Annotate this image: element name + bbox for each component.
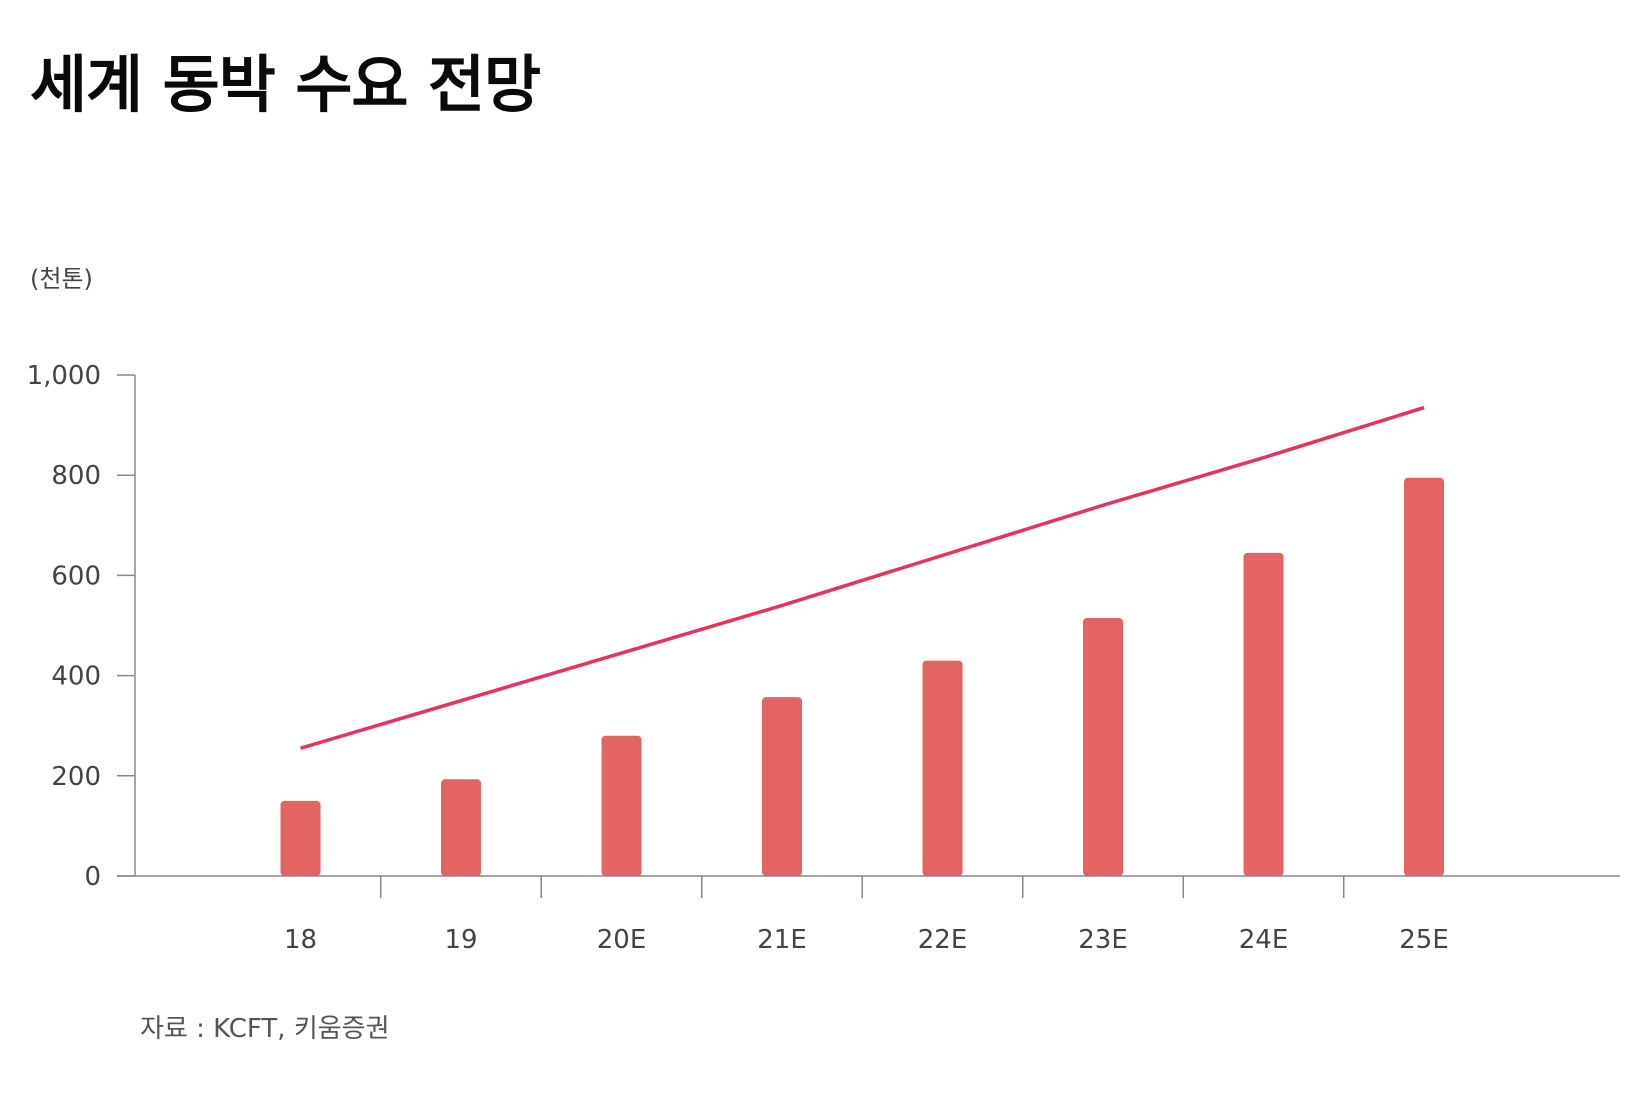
x-tick-label: 25E (1399, 925, 1449, 955)
bar (1404, 477, 1444, 876)
y-tick-label: 600 (51, 561, 101, 591)
y-tick-label: 800 (51, 461, 101, 491)
chart-title: 세계 동박 수요 전망 (30, 48, 541, 121)
x-tick-label: 23E (1078, 925, 1128, 955)
x-tick-label: 22E (918, 925, 968, 955)
y-tick-label: 0 (84, 862, 101, 892)
bar (601, 735, 642, 876)
trend-line (300, 405, 1425, 750)
x-tick-label: 19 (444, 925, 477, 955)
unit-label: (천톤) (30, 265, 93, 293)
bar (762, 697, 802, 876)
x-tick-label: 20E (597, 925, 647, 955)
trend-line-series (300, 405, 1425, 750)
bar-series (280, 477, 1444, 876)
x-tick-label: 18 (284, 925, 317, 955)
x-tick-label: 21E (757, 925, 807, 955)
bar (441, 779, 481, 876)
source-note: 자료 : KCFT, 키움증권 (140, 1014, 390, 1044)
y-axis: 0 200 400 600 800 1,000 (27, 361, 136, 892)
x-tick-label: 24E (1239, 925, 1289, 955)
y-tick-label: 1,000 (27, 361, 101, 391)
bar (1243, 552, 1284, 876)
y-tick-label: 200 (51, 762, 101, 792)
bar (922, 660, 963, 876)
y-tick-label: 400 (51, 662, 101, 692)
x-axis: 18 19 20E 21E 22E 23E 24E 25E (117, 875, 1620, 955)
bar (280, 800, 321, 876)
bar (1083, 617, 1123, 876)
